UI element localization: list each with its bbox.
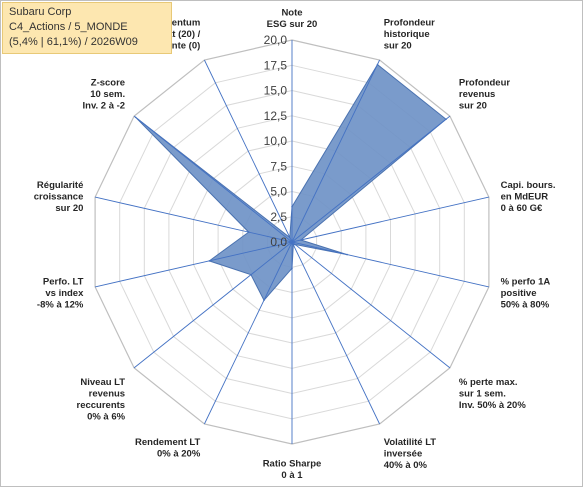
axis-label-line: sur 20 (384, 40, 412, 51)
axis-labels: Note ESG sur 20 Profondeur historique sur 20… (34, 8, 556, 482)
axis-spoke (291, 59, 381, 243)
axis-label-line: ESG sur 20 (267, 19, 318, 30)
axis-label-line: 0% à 20% (157, 449, 201, 460)
axis-label-line: % perte max. (459, 377, 518, 388)
axis-label-line: Rendement LT (135, 437, 200, 448)
axis-label-line: Perfo. LT (43, 276, 84, 287)
axis-label-line: 0 à 1 (281, 470, 303, 481)
axis-label-line: Profondeur (459, 77, 510, 88)
tick-label: 17,5 (264, 58, 288, 72)
axis-label-line: croissance (34, 192, 84, 203)
axis-label-line: % perfo 1A (501, 276, 551, 287)
axis-label: Capi. bours. en MdEUR 0 à 60 G€ (501, 180, 556, 214)
tick-label: 20,0 (264, 33, 288, 47)
axis-label-line: Régularité (37, 180, 83, 191)
axis-spoke (291, 196, 490, 243)
tick-label: 5,0 (270, 185, 287, 199)
axis-label-line: reccurents (77, 400, 126, 411)
axis-label: Rendement LT 0% à 20% (135, 437, 201, 460)
axis-label: % perte max. sur 1 sem. Inv. 50% à 20% (459, 377, 526, 411)
axis-label-line: Inv. 50% à 20% (459, 400, 526, 411)
axis-label-line: revenus (89, 389, 125, 400)
axis-label-line: 0% à 6% (87, 412, 126, 423)
axis-spoke (133, 241, 293, 369)
axis-spoke (94, 241, 293, 288)
axis-label: Z-score 10 sem. Inv. 2 à -2 (83, 77, 126, 111)
tick-label: 12,5 (264, 109, 288, 123)
axis-spoke (291, 115, 451, 243)
axis-label: Momentum Achat (20) / Vente (0) (149, 17, 201, 51)
axis-label-line: Ratio Sharpe (263, 459, 322, 470)
axis-label: Volatilité LT inversée 40% à 0% (384, 437, 437, 471)
axis-spoke (203, 59, 293, 243)
axis-spoke (291, 241, 381, 425)
axis-label-line: positive (501, 288, 537, 299)
axis-spoke (291, 241, 451, 369)
axis-label: Perfo. LT vs index -8% à 12% (37, 276, 84, 310)
axis-label-line: Inv. 2 à -2 (83, 100, 126, 111)
axis-label-line: historique (384, 29, 430, 40)
tick-label: 7,5 (270, 159, 287, 173)
tick-label: 10,0 (264, 134, 288, 148)
axis-label-line: Volatilité LT (384, 437, 437, 448)
axis-label: % perfo 1A positive 50% à 80% (501, 276, 551, 310)
axis-label: Profondeur revenus sur 20 (459, 77, 510, 111)
axis-label-line: sur 20 (459, 100, 487, 111)
axis-label-line: inversée (384, 449, 423, 460)
axis-label-line: -8% à 12% (37, 299, 84, 310)
axis-label: Régularité croissance sur 20 (34, 180, 84, 214)
axis-label: Profondeur historique sur 20 (384, 17, 435, 51)
axis-label-line: 0 à 60 G€ (501, 203, 543, 214)
axis-label-line: Note (281, 8, 302, 19)
portfolio-category: C4_Actions / 5_MONDE (9, 21, 128, 33)
axis-label-line: Achat (20) / (149, 29, 201, 40)
stats-and-week: (5,4% | 61,1%) / 2026W09 (9, 36, 138, 48)
tick-label: 15,0 (264, 84, 288, 98)
axis-label-line: Momentum (150, 17, 201, 28)
axis-label: Note ESG sur 20 (267, 8, 318, 31)
axis-label-line: revenus (459, 89, 495, 100)
axis-label-line: sur 1 sem. (459, 389, 506, 400)
radar-spokes (94, 40, 490, 444)
company-name: Subaru Corp (9, 6, 72, 18)
axis-label-line: en MdEUR (501, 192, 549, 203)
chart-title-box: Subaru Corp C4_Actions / 5_MONDE (5,4% |… (2, 2, 172, 54)
axis-label-line: Capi. bours. (501, 180, 556, 191)
radial-tick-labels: 0,0 2,5 5,0 7,5 10,0 12,5 15,0 17,5 20,0 (264, 33, 288, 249)
axis-spoke (94, 196, 293, 243)
axis-label: Ratio Sharpe 0 à 1 (263, 459, 322, 482)
axis-label-line: sur 20 (55, 203, 83, 214)
axis-label: Niveau LT revenus reccurents 0% à 6% (77, 377, 126, 423)
axis-label-line: vs index (45, 288, 84, 299)
axis-spoke (133, 115, 293, 243)
tick-label: 2,5 (270, 210, 287, 224)
axis-label-line: 40% à 0% (384, 460, 428, 471)
tick-label: 0,0 (270, 235, 287, 249)
axis-label-line: Vente (0) (161, 40, 201, 51)
axis-label-line: Profondeur (384, 17, 435, 28)
axis-spoke (203, 241, 293, 425)
axis-label-line: 50% à 80% (501, 299, 550, 310)
axis-label-line: Z-score (91, 77, 125, 88)
axis-spoke (291, 241, 490, 288)
axis-label-line: 10 sem. (90, 89, 125, 100)
axis-label-line: Niveau LT (80, 377, 125, 388)
